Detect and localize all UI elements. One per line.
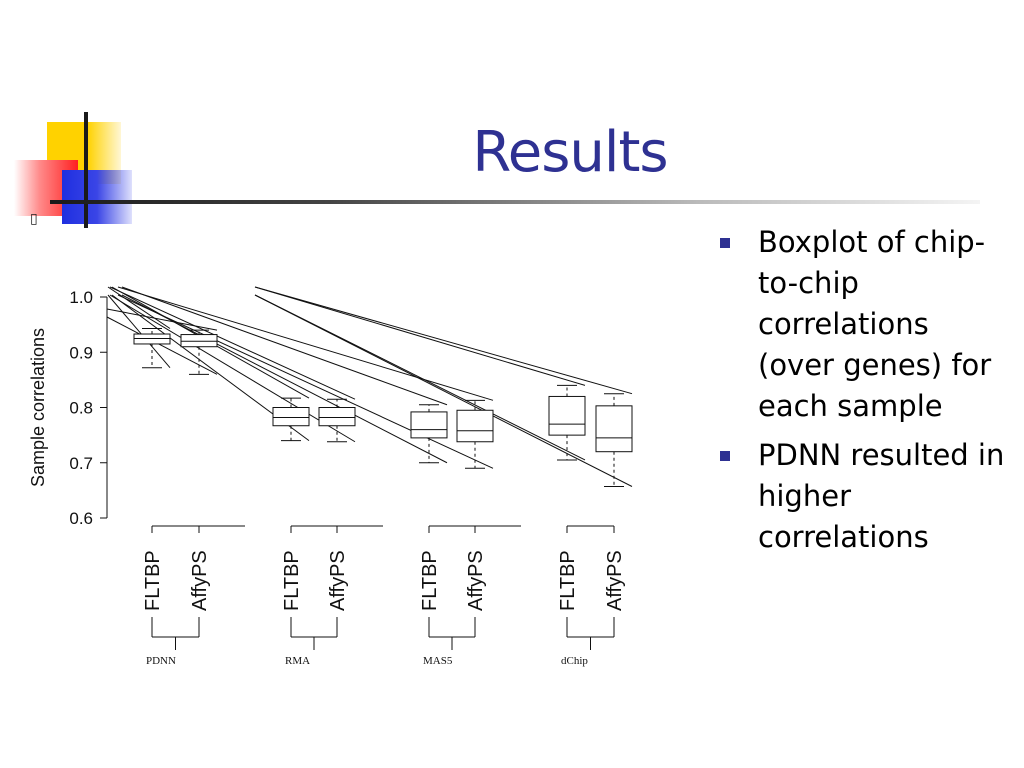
missing-glyph-icon: ▯: [30, 211, 38, 227]
box: [180, 334, 218, 348]
connector-line: [121, 294, 448, 464]
bullet-list: Boxplot of chip-to-chip correlations (ov…: [720, 222, 1010, 566]
group-label: RMA: [285, 655, 310, 667]
connector-line: [254, 294, 633, 487]
bullet-item: Boxplot of chip-to-chip correlations (ov…: [720, 222, 1010, 427]
connector-line: [107, 294, 171, 369]
y-axis-label: Sample correlations: [28, 328, 48, 487]
vertical-rule: [84, 112, 88, 228]
slide-title: Results: [472, 120, 668, 185]
x-category-label: AffyPS: [327, 550, 349, 611]
connector-line: [107, 286, 171, 329]
connector-line: [117, 286, 494, 401]
x-category-label: AffyPS: [604, 550, 626, 611]
box: [272, 407, 310, 427]
connector-line: [254, 286, 633, 395]
blue-square-decoration: [62, 170, 132, 224]
y-tick-label: 0.6: [69, 509, 93, 528]
group-label: MAS5: [423, 655, 453, 667]
x-category-label: FLTBP: [557, 550, 579, 611]
x-category-label: AffyPS: [189, 550, 211, 611]
connector-line: [117, 294, 494, 469]
group-label: PDNN: [146, 655, 176, 667]
box: [456, 409, 494, 443]
x-category-label: FLTBP: [142, 550, 164, 611]
bullet-item: PDNN resulted in higher correlations: [720, 435, 1010, 558]
x-category-label: FLTBP: [419, 550, 441, 611]
square-bullet-icon: [720, 238, 730, 248]
connector-line: [106, 308, 218, 331]
box: [318, 407, 356, 427]
bullet-text: Boxplot of chip-to-chip correlations (ov…: [758, 225, 992, 423]
connector-line: [109, 294, 356, 443]
x-category-label: FLTBP: [281, 550, 303, 611]
title-underline: [50, 200, 980, 204]
connector-line: [121, 286, 448, 406]
y-tick-label: 0.9: [69, 343, 93, 362]
x-category-label: AffyPS: [465, 550, 487, 611]
box: [133, 333, 171, 345]
connector-line: [254, 286, 586, 386]
y-tick-label: 1.0: [69, 288, 93, 307]
y-tick-label: 0.7: [69, 454, 93, 473]
connector-line: [109, 286, 356, 400]
box: [595, 405, 633, 453]
bullet-text: PDNN resulted in higher correlations: [758, 438, 1005, 554]
box: [548, 395, 586, 436]
square-bullet-icon: [720, 451, 730, 461]
y-tick-label: 0.8: [69, 399, 93, 418]
box: [410, 411, 448, 439]
group-label: dChip: [561, 655, 588, 667]
